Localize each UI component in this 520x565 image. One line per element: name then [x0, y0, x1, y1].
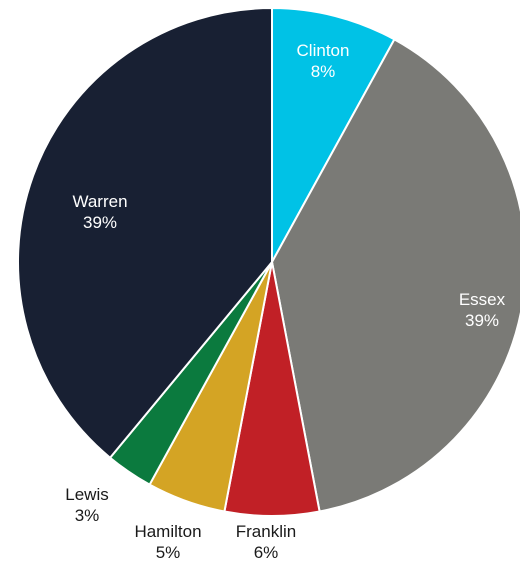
slice-name-clinton: Clinton — [297, 41, 350, 60]
slice-name-warren: Warren — [72, 192, 127, 211]
slice-label-clinton: Clinton 8% — [297, 41, 350, 81]
slice-name-essex: Essex — [459, 290, 506, 309]
slice-percent-franklin: 6% — [254, 543, 279, 562]
slice-name-franklin: Franklin — [236, 522, 296, 541]
slice-label-essex: Essex 39% — [459, 290, 506, 330]
slice-percent-essex: 39% — [465, 311, 499, 330]
slice-name-lewis: Lewis — [65, 485, 108, 504]
pie-labels: Clinton 8% Essex 39% Franklin 6% Hamilton 5% Lew… — [65, 41, 505, 562]
slice-name-hamilton: Hamilton — [134, 522, 201, 541]
slice-percent-warren: 39% — [83, 213, 117, 232]
slice-label-franklin: Franklin 6% — [236, 522, 296, 562]
pie-slice-warren — [17, 6, 273, 460]
slice-percent-clinton: 8% — [311, 62, 336, 81]
slice-label-hamilton: Hamilton 5% — [134, 522, 201, 562]
pie-slice-essex — [270, 38, 520, 513]
pie-slice-clinton — [271, 6, 396, 263]
slice-label-warren: Warren 39% — [72, 192, 127, 232]
pie-slices — [17, 6, 520, 517]
slice-percent-hamilton: 5% — [156, 543, 181, 562]
slice-label-lewis: Lewis 3% — [65, 485, 108, 525]
slice-percent-lewis: 3% — [75, 506, 100, 525]
